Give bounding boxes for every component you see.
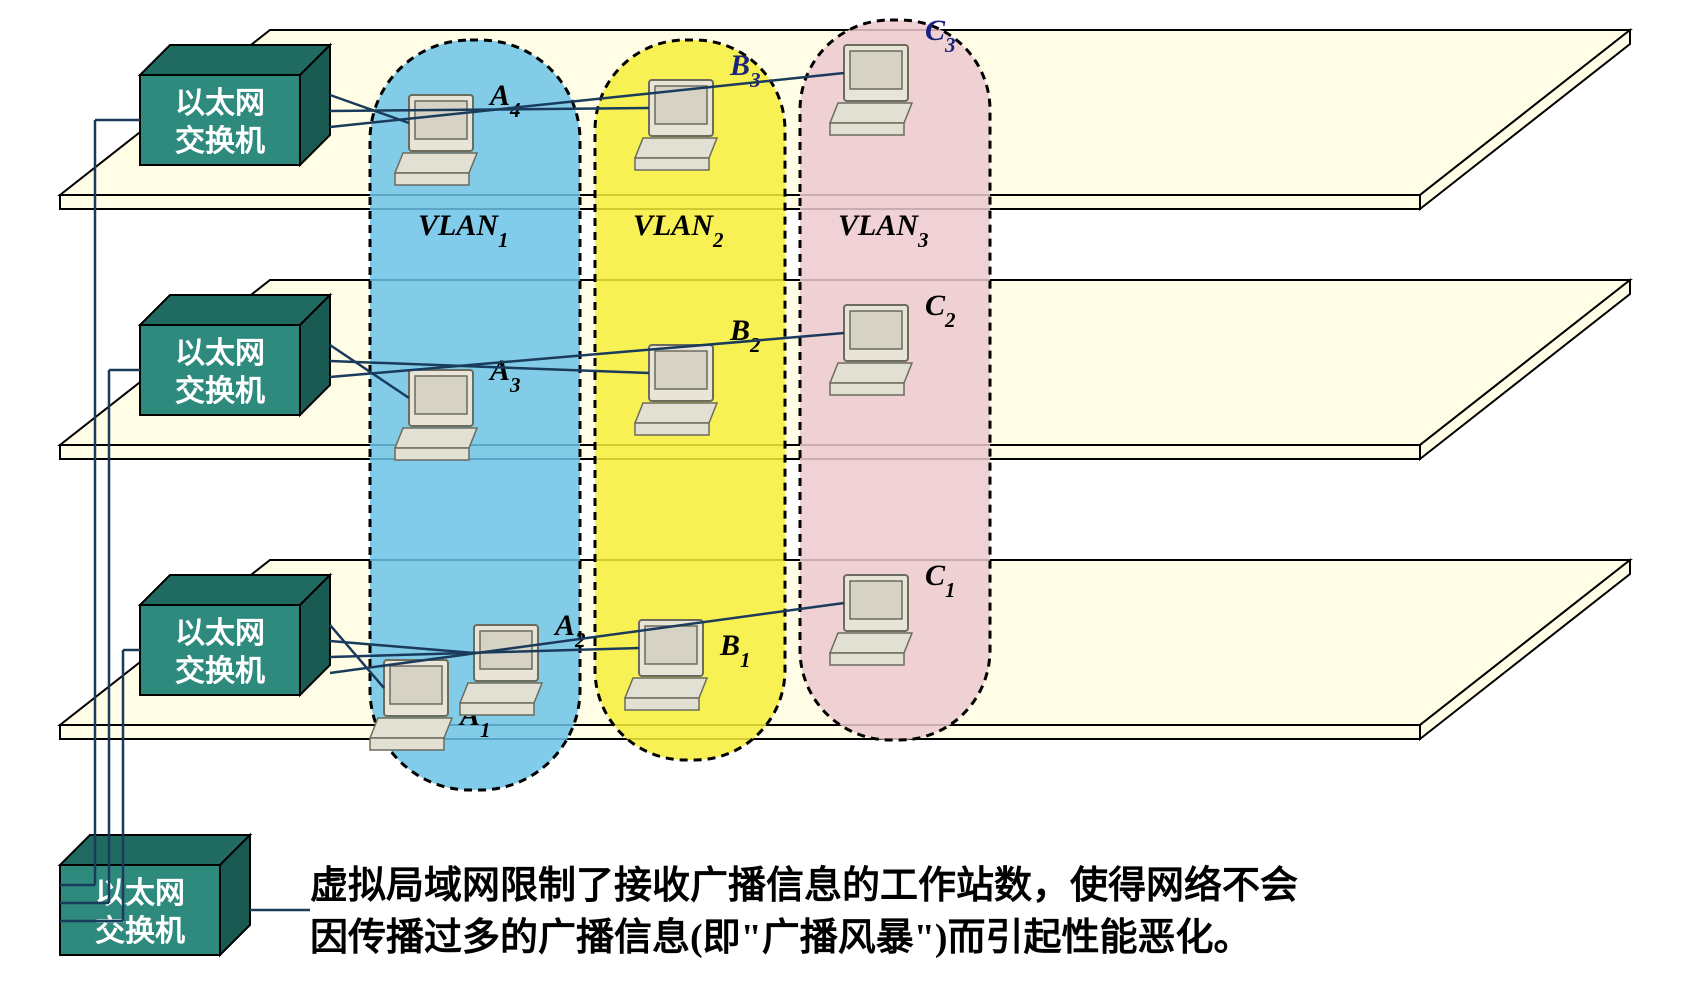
svg-text:交换机: 交换机 (175, 654, 265, 688)
diagram-canvas: VLAN1VLAN2VLAN3以太网交换机以太网交换机以太网交换机A4B3C3A… (0, 0, 1690, 999)
caption-line-2: 因传播过多的广播信息(即"广播风暴")而引起性能恶化。 (310, 917, 1252, 959)
svg-text:交换机: 交换机 (175, 374, 265, 408)
switch: 以太网交换机 (140, 575, 330, 695)
svg-text:交换机: 交换机 (175, 124, 265, 158)
caption-line-1: 虚拟局域网限制了接收广播信息的工作站数，使得网络不会 (310, 864, 1298, 907)
switch: 以太网交换机 (140, 295, 330, 415)
svg-text:以太网: 以太网 (175, 337, 265, 370)
svg-text:以太网: 以太网 (175, 617, 265, 650)
svg-text:交换机: 交换机 (95, 914, 185, 948)
svg-text:以太网: 以太网 (175, 87, 265, 120)
switch: 以太网交换机 (140, 45, 330, 165)
switch: 以太网交换机 (60, 835, 250, 955)
